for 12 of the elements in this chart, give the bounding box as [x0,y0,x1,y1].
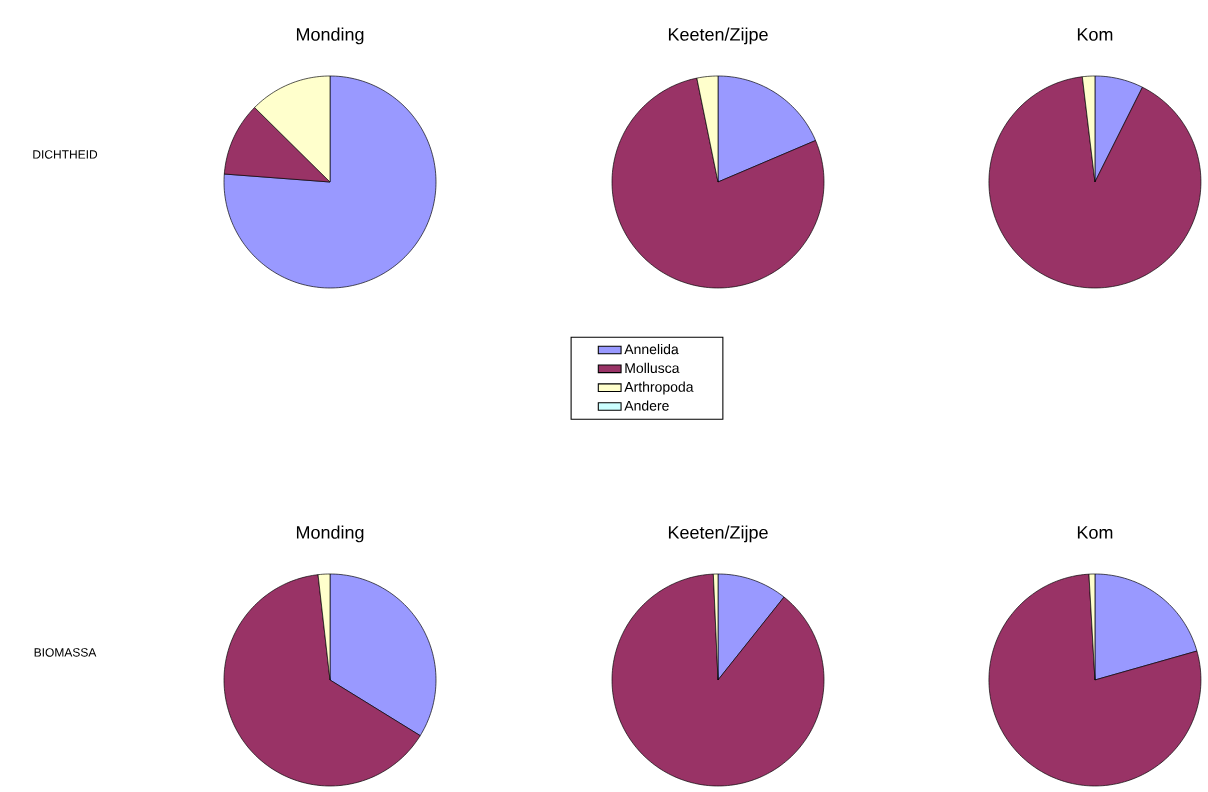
legend-label: Mollusca [625,362,680,374]
chart-title: Keeten/Zijpe [668,27,768,45]
chart-title: Kom [1077,28,1113,41]
legend-label: Arthropoda [624,381,694,395]
chart-title: Monding [296,525,364,543]
chart-title: Kom [1077,526,1113,539]
text: BIOMASSA [34,648,97,657]
chart-title: Monding [296,27,364,45]
legend-label: Annelida [624,343,679,355]
legend-label: Andere [624,400,669,411]
chart-title: Keeten/Zijpe [668,525,768,543]
text: DICHTHEID [33,150,98,159]
